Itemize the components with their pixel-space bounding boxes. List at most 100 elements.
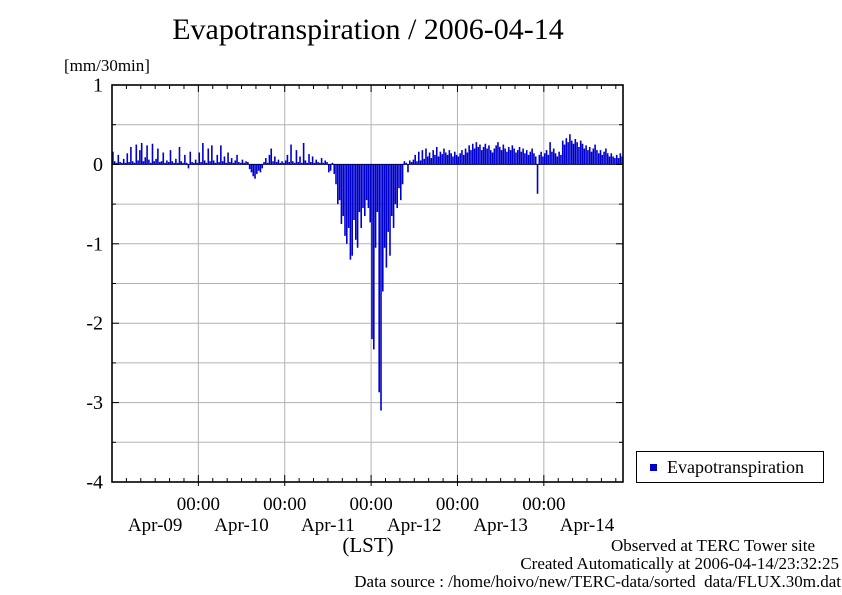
bar — [448, 150, 451, 165]
bar — [211, 145, 213, 165]
bar — [225, 162, 228, 165]
bar — [167, 162, 170, 165]
bar — [401, 164, 404, 185]
bar — [149, 162, 152, 165]
footer-observed-site: Observed at TERC Tower site — [610, 536, 815, 555]
bar — [464, 148, 467, 165]
bar — [497, 142, 499, 165]
bar — [137, 160, 139, 165]
x-time-tick-label: 00:00 — [436, 494, 479, 515]
bar — [160, 161, 163, 165]
bar — [484, 143, 487, 165]
bar — [507, 146, 510, 165]
bar — [281, 161, 283, 165]
bar — [265, 158, 267, 165]
bar — [527, 154, 530, 165]
bar — [322, 162, 325, 165]
bar — [462, 154, 465, 165]
bar — [344, 164, 346, 236]
bar — [543, 153, 546, 165]
bar — [311, 156, 314, 165]
bar — [261, 164, 264, 169]
bar — [112, 151, 114, 165]
bar — [466, 152, 469, 165]
y-tick-label: -1 — [86, 233, 103, 255]
bar — [313, 162, 316, 165]
bar — [399, 164, 402, 201]
bar — [425, 148, 427, 165]
x-time-tick-label: 00:00 — [263, 494, 306, 515]
bar — [257, 164, 260, 171]
bar — [597, 153, 600, 165]
bar — [113, 161, 116, 165]
bar — [592, 148, 595, 165]
bar — [614, 158, 616, 165]
bar — [139, 150, 141, 165]
bar — [319, 162, 321, 165]
bar — [578, 146, 580, 165]
bar — [410, 162, 413, 165]
bar — [115, 162, 118, 165]
bar — [151, 143, 154, 165]
bar — [142, 161, 145, 165]
bar — [610, 153, 613, 165]
bar — [579, 140, 582, 165]
bar — [569, 134, 571, 165]
bar — [180, 161, 183, 165]
bar — [328, 164, 330, 173]
bar — [468, 145, 470, 165]
bar — [365, 164, 368, 201]
bar — [301, 162, 303, 165]
bar — [516, 150, 519, 165]
bar — [277, 159, 280, 165]
bar — [525, 150, 528, 165]
bar — [459, 153, 461, 165]
bar — [335, 164, 337, 185]
bar — [599, 150, 602, 165]
bar — [513, 148, 515, 165]
bar — [565, 138, 568, 165]
bar — [295, 150, 298, 165]
bar — [567, 142, 569, 165]
bar — [324, 160, 327, 165]
x-time-tick-label: 00:00 — [522, 494, 565, 515]
bar — [124, 162, 127, 165]
bar — [434, 154, 436, 165]
bar — [601, 154, 604, 165]
bar — [317, 162, 319, 165]
bar — [590, 151, 593, 165]
bar — [140, 142, 143, 165]
bar — [430, 158, 433, 165]
x-axis-label: (LST) — [342, 533, 394, 557]
bar — [441, 154, 443, 165]
bar — [439, 151, 442, 165]
bar — [540, 151, 542, 165]
bar — [270, 148, 273, 165]
bar — [347, 164, 350, 228]
bar — [617, 158, 620, 165]
bar — [299, 156, 301, 165]
bar — [531, 148, 533, 165]
bar — [419, 160, 422, 165]
bar — [581, 143, 584, 165]
bar — [121, 162, 123, 165]
x-time-tick-label: 00:00 — [177, 494, 220, 515]
bar — [346, 164, 348, 244]
x-date-label: Apr-11 — [301, 515, 355, 536]
bar — [493, 148, 496, 165]
bar — [337, 164, 339, 205]
bar — [558, 151, 560, 165]
bar — [256, 164, 258, 174]
bar — [293, 162, 296, 165]
bar — [351, 164, 354, 256]
bar — [248, 164, 251, 170]
bar — [171, 161, 174, 165]
bar — [221, 161, 224, 165]
bar — [482, 146, 485, 165]
bar — [216, 154, 219, 165]
bar — [331, 162, 334, 165]
bar — [126, 153, 129, 165]
bar — [148, 159, 150, 165]
bar — [155, 158, 157, 165]
bar — [279, 162, 282, 165]
